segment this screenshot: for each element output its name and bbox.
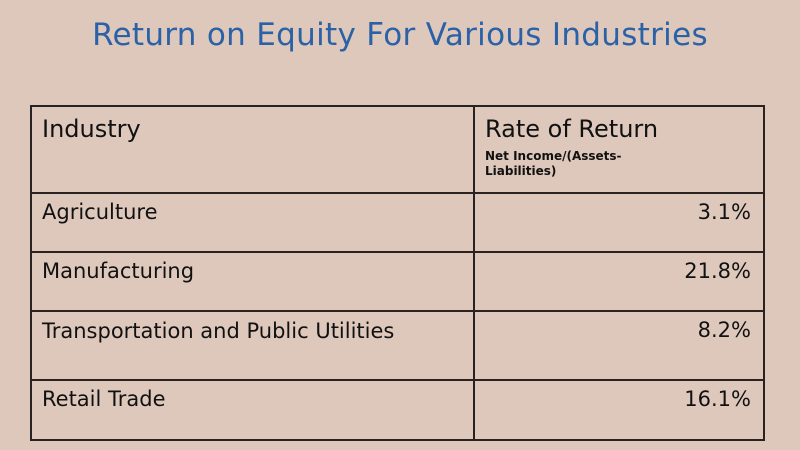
rate-cell: 8.2% xyxy=(473,310,765,381)
header-industry-label: Industry xyxy=(42,115,141,143)
table-row: Retail Trade 16.1% xyxy=(30,379,765,441)
header-rate-label: Rate of Return xyxy=(485,115,659,143)
roe-table: Industry Rate of Return Net Income/(Asse… xyxy=(30,105,765,441)
table-header-row: Industry Rate of Return Net Income/(Asse… xyxy=(30,105,765,194)
rate-cell: 16.1% xyxy=(473,379,765,441)
table-row: Transportation and Public Utilities 8.2% xyxy=(30,310,765,381)
table-row: Agriculture 3.1% xyxy=(30,192,765,253)
table-row: Manufacturing 21.8% xyxy=(30,251,765,312)
rate-cell: 3.1% xyxy=(473,192,765,253)
header-industry: Industry xyxy=(30,105,475,194)
industry-cell: Retail Trade xyxy=(30,379,475,441)
industry-cell: Transportation and Public Utilities xyxy=(30,310,475,381)
slide-title: Return on Equity For Various Industries xyxy=(92,17,708,53)
industry-cell: Agriculture xyxy=(30,192,475,253)
rate-cell: 21.8% xyxy=(473,251,765,312)
industry-cell: Manufacturing xyxy=(30,251,475,312)
header-rate-subtitle: Net Income/(Assets-Liabilities) xyxy=(485,149,622,178)
header-rate: Rate of Return Net Income/(Assets-Liabil… xyxy=(473,105,765,194)
